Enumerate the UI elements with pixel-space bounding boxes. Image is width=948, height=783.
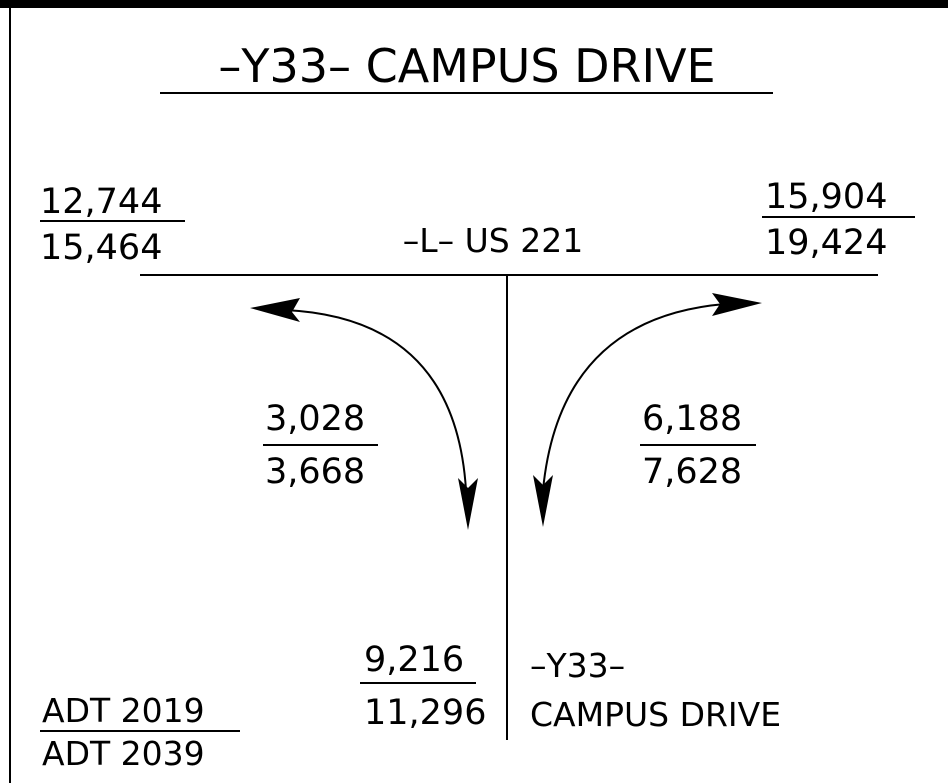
arrowhead (712, 293, 762, 316)
volume-bottom: 7,628 (642, 452, 742, 492)
volume-top: 3,028 (265, 399, 365, 439)
volume-top: 12,744 (40, 182, 162, 222)
volume-bottom: 19,424 (765, 223, 887, 263)
arrowhead (458, 478, 478, 530)
side-road-label: –Y33– (530, 646, 625, 685)
arrowhead (533, 475, 553, 527)
volume-bottom: 15,464 (40, 228, 162, 268)
volume-top: 9,216 (364, 640, 464, 680)
main-road-label: –L– US 221 (403, 221, 583, 260)
title: –Y33– CAMPUS DRIVE (218, 39, 715, 93)
volume-bottom: 11,296 (364, 693, 486, 733)
side-road-label: CAMPUS DRIVE (530, 695, 781, 734)
volume-top: 15,904 (765, 177, 887, 217)
volume-bottom: 3,668 (265, 452, 365, 492)
legend-bottom: ADT 2039 (42, 734, 205, 773)
top-border (0, 0, 948, 8)
arrowhead (250, 298, 300, 322)
volume-top: 6,188 (642, 399, 742, 439)
left-turn-arrow (284, 309, 467, 491)
legend-top: ADT 2019 (42, 691, 205, 730)
right-turn-arrow (542, 303, 726, 491)
